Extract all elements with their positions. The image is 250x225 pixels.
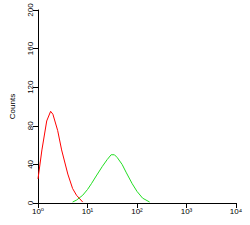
svg-text:10³: 10³ [181,207,193,216]
svg-text:160: 160 [26,41,35,55]
svg-text:10²: 10² [131,207,143,216]
svg-text:0: 0 [26,200,35,205]
svg-text:Counts: Counts [8,94,17,119]
svg-text:10⁰: 10⁰ [32,207,44,216]
svg-text:80: 80 [26,121,35,130]
svg-text:10⁴: 10⁴ [230,207,243,216]
svg-text:120: 120 [26,80,35,94]
svg-text:40: 40 [26,159,35,168]
svg-text:10¹: 10¹ [82,207,94,216]
svg-text:200: 200 [26,3,35,17]
